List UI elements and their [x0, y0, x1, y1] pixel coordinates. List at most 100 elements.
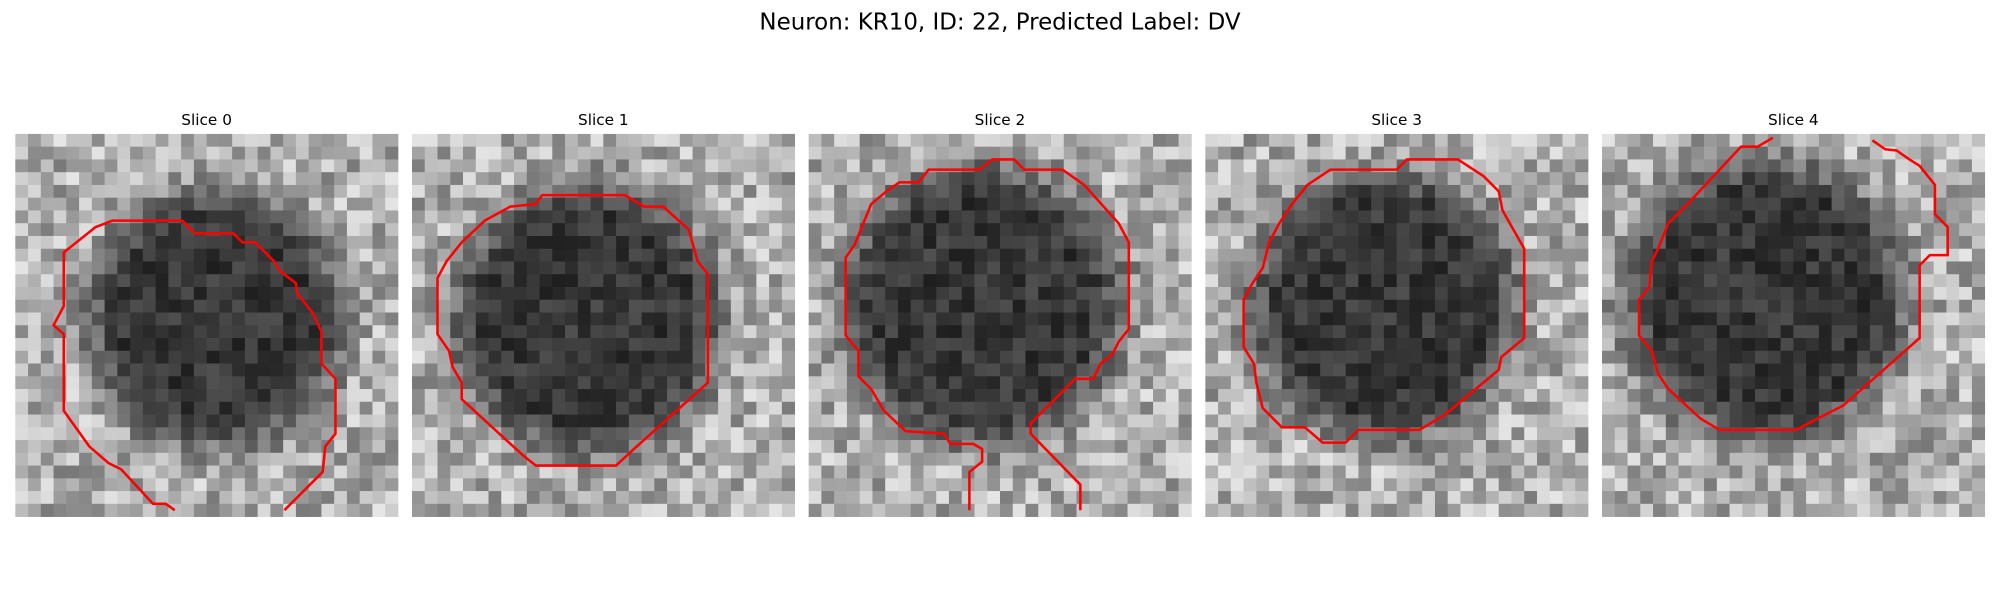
image-pixel [1844, 491, 1858, 505]
image-pixel [463, 299, 477, 313]
image-pixel [1345, 261, 1359, 275]
image-pixel [961, 274, 975, 288]
image-pixel [308, 440, 322, 454]
image-pixel [1345, 286, 1359, 301]
image-pixel [1256, 299, 1270, 313]
image-pixel [987, 389, 1001, 403]
image-pixel [590, 465, 604, 479]
image-pixel [1063, 491, 1077, 505]
image-pixel [1946, 184, 1960, 199]
image-pixel [1806, 503, 1820, 517]
image-pixel [910, 338, 924, 352]
image-pixel [667, 427, 681, 441]
image-pixel [1102, 478, 1116, 492]
image-pixel [463, 389, 477, 403]
image-pixel [270, 299, 284, 313]
image-pixel [1882, 172, 1896, 186]
image-pixel [1102, 235, 1116, 250]
image-pixel [232, 197, 246, 211]
image-pixel [1218, 427, 1232, 441]
image-pixel [743, 159, 757, 173]
image-pixel [628, 478, 642, 492]
image-pixel [1882, 312, 1896, 326]
image-pixel [1895, 274, 1909, 288]
image-pixel [1473, 146, 1487, 160]
image-pixel [1114, 235, 1128, 250]
image-pixel [846, 299, 861, 313]
image-pixel [1102, 376, 1116, 390]
image-pixel [475, 401, 489, 415]
image-pixel [193, 299, 208, 313]
image-pixel [91, 210, 105, 224]
image-pixel [308, 325, 322, 339]
image-pixel [1959, 350, 1973, 364]
image-pixel [1716, 248, 1730, 262]
image-pixel [1882, 274, 1896, 288]
image-pixel [1691, 299, 1705, 313]
image-pixel [756, 172, 770, 186]
image-pixel [910, 452, 924, 466]
image-pixel [1102, 491, 1116, 505]
image-pixel [821, 440, 835, 454]
image-pixel [1281, 491, 1296, 505]
image-pixel [1396, 133, 1410, 148]
image-pixel [1051, 325, 1065, 339]
image-pixel [743, 133, 757, 148]
image-pixel [1396, 184, 1410, 199]
image-pixel [1485, 312, 1500, 326]
image-pixel [40, 389, 54, 403]
image-pixel [1602, 312, 1616, 326]
image-pixel [1294, 427, 1308, 441]
image-pixel [1051, 210, 1065, 224]
image-pixel [1243, 223, 1257, 237]
image-pixel [1485, 210, 1500, 224]
image-pixel [1205, 184, 1219, 199]
image-pixel [718, 299, 732, 313]
image-pixel [1602, 235, 1616, 250]
image-pixel [385, 248, 399, 262]
image-pixel [1178, 491, 1192, 505]
image-pixel [1908, 299, 1922, 313]
image-pixel [1332, 286, 1347, 301]
image-pixel [1908, 146, 1922, 160]
image-pixel [1908, 465, 1922, 479]
image-pixel [1831, 172, 1845, 186]
image-pixel [1038, 452, 1052, 466]
image-pixel [1178, 363, 1192, 377]
image-pixel [1473, 299, 1487, 313]
image-pixel [1409, 376, 1423, 390]
image-pixel [616, 440, 630, 454]
image-pixel [514, 248, 528, 262]
image-pixel [295, 338, 310, 352]
image-pixel [961, 414, 975, 428]
image-pixel [385, 197, 399, 211]
image-pixel [859, 363, 873, 377]
image-pixel [1422, 401, 1436, 415]
image-pixel [1857, 363, 1871, 377]
image-pixel [1473, 401, 1487, 415]
image-pixel [743, 261, 757, 275]
image-pixel [526, 286, 540, 301]
image-pixel [1971, 146, 1986, 160]
image-pixel [1678, 491, 1692, 505]
image-pixel [1409, 440, 1423, 454]
image-pixel [1971, 325, 1986, 339]
image-pixel [1485, 338, 1500, 352]
image-pixel [667, 478, 681, 492]
image-pixel [1614, 376, 1628, 390]
image-pixel [769, 478, 783, 492]
image-pixel [1742, 478, 1756, 492]
image-pixel [283, 223, 297, 237]
image-pixel [552, 159, 566, 173]
image-pixel [654, 286, 668, 301]
image-pixel [1127, 274, 1141, 288]
image-pixel [974, 401, 988, 415]
image-pixel [437, 376, 451, 390]
image-pixel [1294, 389, 1308, 403]
image-pixel [1665, 389, 1679, 403]
image-pixel [40, 465, 54, 479]
image-pixel [79, 376, 93, 390]
image-pixel [641, 312, 655, 326]
image-pixel [846, 452, 861, 466]
image-pixel [28, 261, 42, 275]
